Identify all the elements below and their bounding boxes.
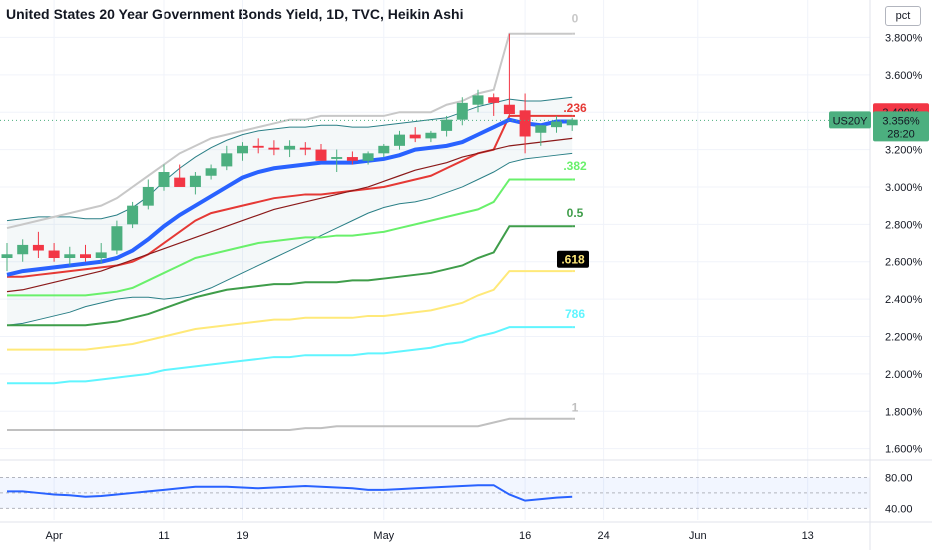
candle-body [519,110,531,137]
x-tick-label: May [373,530,394,542]
candle-body [158,172,170,187]
symbol-box [829,111,871,129]
y-tick-label: 1.800% [885,406,923,418]
fib-line [7,270,573,351]
candle-body [268,147,280,150]
y-tick-label: 2.400% [885,294,923,306]
y-tick-label: 2.000% [885,369,923,381]
rsi-tick-label: 40.00 [885,503,913,515]
candle-body [456,102,468,120]
candle-body [472,95,484,105]
x-tick-label: 11 [158,530,169,542]
x-tick-label: 13 [802,530,814,542]
fib-label-bg [557,250,589,268]
fib-label: 1 [572,400,579,414]
candle-body [48,250,60,258]
ema-long-line [6,137,573,293]
y-tick-label: 2.600% [885,257,923,269]
rsi-pane [0,459,932,509]
fib-line [7,178,573,297]
x-tick-label: 24 [597,530,609,542]
x-tick-label: Apr [46,530,63,542]
candle-body [189,175,201,187]
candle-body [346,157,358,161]
fib-label: .618 [561,253,585,267]
fib-label: .382 [563,159,587,173]
candle-body [205,168,217,176]
envelope-fill [7,97,573,326]
symbol-label: US20Y [833,115,869,127]
candle-body [252,145,264,148]
fib-line [7,417,573,431]
candle-body [503,104,515,115]
candle-body [221,153,233,167]
countdown-label: 28:20 [887,128,915,140]
y-tick-label: 3.800% [885,32,923,44]
candle-body [315,149,327,161]
y-tick-label: 2.800% [885,219,923,231]
fib-line [7,225,573,327]
candle-body [409,134,421,139]
y-tick-label: 3.000% [885,182,923,194]
candle-body [566,119,578,126]
candle-body [378,145,390,154]
fib-label: .236 [563,101,587,115]
candle-body [299,147,311,150]
candle-body [127,205,139,225]
rsi-line [7,484,573,502]
candle-body [17,244,29,255]
candle-body [488,97,500,103]
candle-body [95,252,107,258]
fib-line [7,326,573,385]
candle-body [142,186,154,206]
x-tick-label: 16 [519,530,531,542]
y-tick-label: 1.600% [885,444,923,456]
y-tick-label: 3.600% [885,70,923,82]
candle-body [80,254,91,258]
grid [0,0,870,520]
x-tick-label: 19 [236,530,248,542]
candle-body [394,134,405,146]
candle-body [284,145,296,150]
candle-body [174,177,186,187]
candle-body [111,226,123,251]
candle-body [441,119,453,131]
last-price-label: 3.356% [882,115,920,127]
candle-body [237,145,248,154]
y-tick-label: 2.200% [885,332,923,344]
candle-body [551,121,562,128]
candle-body [32,244,44,251]
candle-body [1,254,13,258]
candle-body [331,157,343,159]
rsi-tick-label: 80.00 [885,472,913,484]
chart-title: United States 20 Year Government Bonds Y… [6,6,464,22]
y-tick-label: 3.200% [885,145,923,157]
fib-label: 0 [572,11,579,25]
fib-label: 786 [565,307,585,321]
candle-body [64,254,76,258]
candle-body [535,125,547,133]
candles [1,33,578,272]
scale-unit-button[interactable]: pct [885,6,921,26]
candle-body [362,153,374,161]
lower-band-line [6,152,573,326]
candle-body [425,132,437,139]
x-tick-label: Jun [689,530,707,542]
fib-labels: 0 .236 .382 0.5 .618 786 1 [557,11,589,414]
last-price-box [873,111,929,142]
fib-label: 0.5 [567,206,584,220]
